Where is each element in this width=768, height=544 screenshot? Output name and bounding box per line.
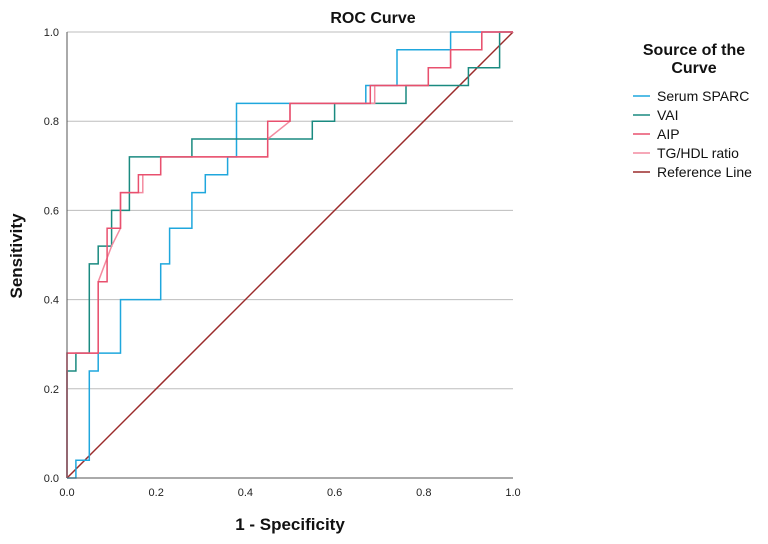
x-axis-title: 1 - Specificity [235, 515, 345, 534]
x-tick-label: 0.2 [149, 487, 164, 499]
x-tick-label: 0.6 [327, 487, 342, 499]
y-tick-labels: 0.0 0.2 0.4 0.6 0.8 1.0 [44, 27, 59, 485]
legend-label: AIP [657, 126, 680, 142]
legend-title-line1: Source of the [643, 42, 745, 59]
x-tick-label: 0.4 [238, 487, 253, 499]
legend-items: Serum SPARC VAI AIP TG/HDL ratio Reference L… [633, 88, 752, 180]
y-tick-label: 0.6 [44, 205, 59, 217]
legend-title-line2: Curve [671, 60, 716, 77]
chart-title: ROC Curve [330, 10, 415, 27]
series-line-reference-line [66, 31, 514, 479]
x-tick-label: 1.0 [505, 487, 520, 499]
y-axis-title: Sensitivity [7, 213, 26, 299]
y-tick-label: 0.0 [44, 473, 59, 485]
axes [66, 32, 513, 479]
x-tick-labels: 0.0 0.2 0.4 0.6 0.8 1.0 [59, 487, 520, 499]
series-line-aip [66, 31, 513, 478]
x-tick-label: 0.0 [59, 487, 74, 499]
plot-area [66, 31, 514, 479]
legend-label: TG/HDL ratio [657, 145, 739, 161]
y-tick-label: 0.4 [44, 295, 59, 307]
legend-label: Reference Line [657, 164, 752, 180]
legend-label: VAI [657, 107, 679, 123]
x-tick-label: 0.8 [416, 487, 431, 499]
legend-label: Serum SPARC [657, 88, 749, 104]
y-tick-label: 0.2 [44, 384, 59, 396]
y-tick-label: 0.8 [44, 116, 59, 128]
y-tick-label: 1.0 [44, 27, 59, 39]
legend: Source of the Curve Serum SPARC VAI AIP TG/… [633, 42, 752, 180]
